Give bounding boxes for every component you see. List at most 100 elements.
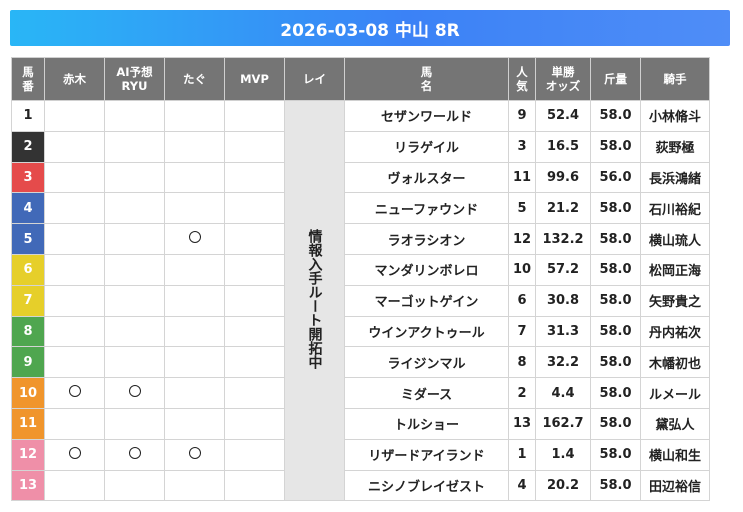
horse-name[interactable]: セザンワールド — [344, 100, 509, 132]
mark-akagi — [44, 377, 105, 409]
mark-tagu — [164, 469, 225, 502]
popularity: 11 — [508, 161, 536, 194]
popularity: 13 — [508, 407, 536, 440]
table-row[interactable]: 4 ニューファウンド 5 21.2 58.0 石川裕紀 — [11, 192, 710, 225]
horse-number: 2 — [11, 130, 45, 163]
header-umaban[interactable]: 馬番 — [11, 57, 45, 101]
horse-number: 1 — [11, 100, 45, 132]
horse-number: 4 — [11, 192, 45, 225]
horse-name[interactable]: マンダリンボレロ — [344, 253, 509, 286]
weight: 58.0 — [590, 253, 641, 286]
table-row[interactable]: 9 ライジンマル 8 32.2 58.0 木幡初也 — [11, 346, 710, 379]
win-odds: 32.2 — [535, 346, 591, 379]
mark-ai — [104, 377, 165, 409]
mark-akagi — [44, 346, 105, 379]
race-table-body: 1 情報入手ルート開拓中 セザンワールド 9 52.4 58.0 小林脩斗 2 リラゲイル 3 16… — [11, 99, 710, 502]
horse-name[interactable]: ニューファウンド — [344, 192, 509, 225]
mark-tagu — [164, 438, 225, 471]
header-akagi[interactable]: 赤木 — [44, 57, 105, 101]
header-jockey[interactable]: 騎手 — [640, 57, 710, 101]
win-odds: 20.2 — [535, 469, 591, 502]
popularity: 1 — [508, 438, 536, 471]
table-row[interactable]: 2 リラゲイル 3 16.5 58.0 荻野極 — [11, 130, 710, 163]
weight: 58.0 — [590, 469, 641, 502]
mark-mvp — [224, 100, 285, 132]
win-odds: 52.4 — [535, 100, 591, 132]
weight: 58.0 — [590, 438, 641, 471]
header-ai-ryu[interactable]: AI予想 RYU — [104, 57, 165, 101]
table-row[interactable]: 6 マンダリンボレロ 10 57.2 58.0 松岡正海 — [11, 253, 710, 286]
horse-name[interactable]: ラオラシオン — [344, 223, 509, 255]
weight: 58.0 — [590, 315, 641, 348]
table-row[interactable]: 7 マーゴットゲイン 6 30.8 58.0 矢野貴之 — [11, 284, 710, 317]
mark-akagi — [44, 223, 105, 255]
mark-ai — [104, 161, 165, 194]
mark-ai — [104, 130, 165, 163]
rei-note-text: 情報入手ルート開拓中 — [306, 228, 323, 369]
mark-ai — [104, 284, 165, 317]
horse-name[interactable]: マーゴットゲイン — [344, 284, 509, 317]
mark-tagu — [164, 253, 225, 286]
horse-name[interactable]: ミダース — [344, 377, 509, 409]
horse-name[interactable]: リザードアイランド — [344, 438, 509, 471]
mark-ai — [104, 469, 165, 502]
popularity: 12 — [508, 223, 536, 255]
jockey-name: 小林脩斗 — [640, 100, 710, 132]
horse-name[interactable]: ヴォルスター — [344, 161, 509, 194]
mark-ai — [104, 100, 165, 132]
popularity: 6 — [508, 284, 536, 317]
race-title: 2026-03-08 中山 8R — [10, 10, 730, 46]
table-row[interactable]: 10 ミダース 2 4.4 58.0 ルメール — [11, 377, 710, 409]
weight: 58.0 — [590, 407, 641, 440]
mark-tagu — [164, 223, 225, 255]
race-table: 馬番 赤木 AI予想 RYU たぐ MVP レイ 馬名 人気 単勝 オッズ 斤量 騎… — [11, 57, 710, 502]
mark-akagi — [44, 407, 105, 440]
horse-number: 9 — [11, 346, 45, 379]
weight: 58.0 — [590, 223, 641, 255]
mark-akagi — [44, 130, 105, 163]
mark-akagi — [44, 161, 105, 194]
header-rei[interactable]: レイ — [284, 57, 345, 101]
jockey-name: 田辺裕信 — [640, 469, 710, 502]
circle-mark-icon — [128, 385, 141, 398]
table-row[interactable]: 3 ヴォルスター 11 99.6 56.0 長浜鴻緒 — [11, 161, 710, 194]
horse-number: 10 — [11, 377, 45, 409]
mark-akagi — [44, 438, 105, 471]
mark-mvp — [224, 407, 285, 440]
table-row[interactable]: 1 情報入手ルート開拓中 セザンワールド 9 52.4 58.0 小林脩斗 — [11, 99, 710, 502]
mark-tagu — [164, 161, 225, 194]
circle-mark-icon — [128, 446, 141, 459]
horse-number: 11 — [11, 407, 45, 440]
horse-name[interactable]: ニシノブレイゼスト — [344, 469, 509, 502]
mark-tagu — [164, 130, 225, 163]
mark-ai — [104, 407, 165, 440]
table-row[interactable]: 8 ウインアクトゥール 7 31.3 58.0 丹内祐次 — [11, 315, 710, 348]
horse-name[interactable]: リラゲイル — [344, 130, 509, 163]
horse-name[interactable]: トルショー — [344, 407, 509, 440]
jockey-name: 黛弘人 — [640, 407, 710, 440]
win-odds: 31.3 — [535, 315, 591, 348]
header-kinryo[interactable]: 斤量 — [590, 57, 641, 101]
table-row[interactable]: 12 リザードアイランド 1 1.4 58.0 横山和生 — [11, 438, 710, 471]
table-row[interactable]: 5 ラオラシオン 12 132.2 58.0 横山琉人 — [11, 223, 710, 255]
table-row[interactable]: 13 ニシノブレイゼスト 4 20.2 58.0 田辺裕信 — [11, 469, 710, 502]
jockey-name: 松岡正海 — [640, 253, 710, 286]
header-odds[interactable]: 単勝 オッズ — [535, 57, 591, 101]
mark-ai — [104, 223, 165, 255]
popularity: 3 — [508, 130, 536, 163]
horse-name[interactable]: ライジンマル — [344, 346, 509, 379]
horse-number: 13 — [11, 469, 45, 502]
weight: 58.0 — [590, 284, 641, 317]
mark-tagu — [164, 284, 225, 317]
horse-number: 3 — [11, 161, 45, 194]
header-tagu[interactable]: たぐ — [164, 57, 225, 101]
horse-name[interactable]: ウインアクトゥール — [344, 315, 509, 348]
rei-note: 情報入手ルート開拓中 — [284, 99, 345, 502]
horse-number: 6 — [11, 253, 45, 286]
table-row[interactable]: 11 トルショー 13 162.7 58.0 黛弘人 — [11, 407, 710, 440]
header-ninki[interactable]: 人気 — [508, 57, 536, 101]
jockey-name: 横山和生 — [640, 438, 710, 471]
mark-ai — [104, 438, 165, 471]
header-horse-name[interactable]: 馬名 — [344, 57, 509, 101]
header-mvp[interactable]: MVP — [224, 57, 285, 101]
